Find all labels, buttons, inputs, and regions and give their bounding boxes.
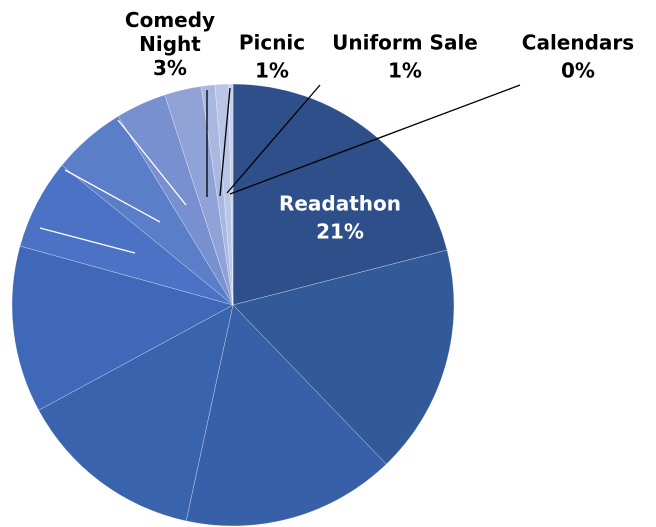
- category-label: Comedy Night: [124, 8, 216, 56]
- pie-slice: [232, 249, 455, 465]
- leader-lines: [39, 84, 521, 254]
- category-label: Calendars: [522, 31, 634, 55]
- value-label: 3%: [153, 56, 187, 80]
- leader-line: [229, 84, 521, 195]
- pie-slice: [232, 83, 448, 306]
- category-label: Readathon: [279, 192, 401, 216]
- value-label: 1%: [255, 59, 289, 83]
- leader-line: [39, 227, 136, 254]
- pie: [11, 83, 455, 527]
- category-label: Picnic: [239, 31, 305, 55]
- leader-line: [117, 119, 187, 206]
- leader-line: [219, 87, 231, 197]
- pie-slice: [228, 83, 234, 306]
- category-label: Uniform Sale: [332, 31, 478, 55]
- pie-slice: [11, 245, 234, 411]
- pie-slice: [185, 304, 387, 527]
- leader-line: [64, 169, 161, 223]
- pie-slice: [38, 304, 234, 522]
- value-label: 21%: [316, 220, 364, 244]
- value-label: 0%: [561, 59, 595, 83]
- slice-label: Comedy Night 3%: [113, 8, 228, 80]
- value-label: 1%: [388, 59, 422, 83]
- leader-line: [226, 84, 321, 194]
